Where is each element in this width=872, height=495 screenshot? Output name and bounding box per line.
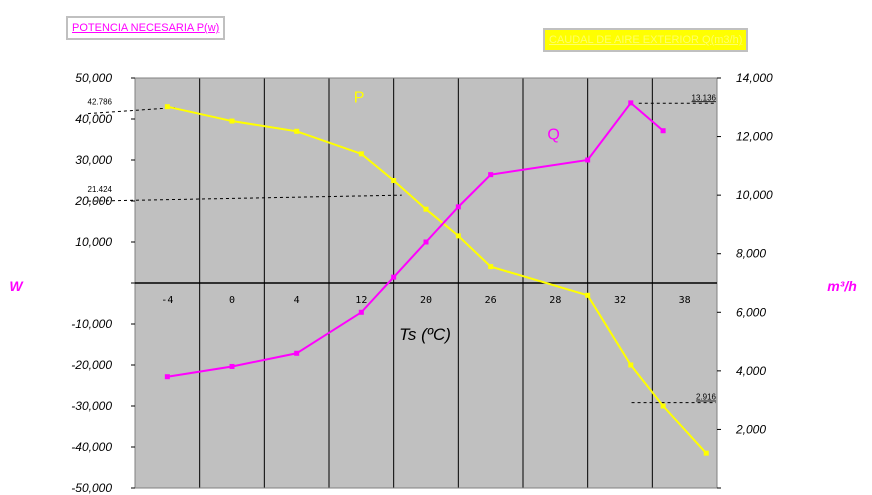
data-point-q [455, 204, 461, 210]
series-label-p: P [354, 90, 365, 107]
reference-label: 21.424 [88, 185, 113, 194]
data-point-p [585, 292, 591, 298]
reference-line [87, 107, 176, 115]
y-left-tick-label: 50,000 [75, 71, 112, 85]
x-tick-label: 20 [420, 295, 432, 306]
data-point-q [229, 363, 235, 369]
legend-power: POTENCIA NECESARIA P(w) [66, 16, 226, 40]
y-right-tick-label: 8,000 [736, 247, 766, 261]
x-tick-label: 12 [355, 295, 367, 306]
data-point-p [229, 118, 235, 124]
data-point-q [585, 157, 591, 163]
data-point-q [358, 309, 364, 315]
x-tick-label: 38 [679, 295, 691, 306]
x-tick-label: -4 [161, 295, 173, 306]
data-point-p [423, 206, 429, 212]
y-right-tick-label: 14,000 [736, 71, 773, 85]
x-tick-label: 0 [229, 295, 235, 306]
series-label-q: Q [547, 127, 559, 144]
data-point-p [294, 128, 300, 134]
y-right-axis-title: m³/h [827, 278, 857, 294]
x-tick-label: 26 [485, 295, 497, 306]
data-point-q [391, 274, 397, 280]
data-point-p [628, 362, 634, 368]
data-point-q [628, 100, 634, 106]
y-right-tick-label: 6,000 [736, 305, 766, 319]
data-point-p [488, 264, 494, 270]
series-line-p [167, 105, 707, 454]
data-point-p [660, 403, 666, 409]
data-point-p [358, 151, 364, 157]
y-left-tick-label: -10,000 [71, 317, 112, 331]
y-left-tick-label: 30,000 [75, 153, 112, 167]
y-left-tick-label: 10,000 [75, 235, 112, 249]
y-right-tick-label: 4,000 [736, 364, 766, 378]
data-point-p [164, 104, 170, 110]
data-point-q [488, 172, 494, 178]
data-point-p [391, 178, 397, 183]
y-right-tick-label: 10,000 [736, 188, 773, 202]
y-right-tick-label: 2,000 [735, 422, 766, 436]
y-right-tick-label: 12,000 [736, 130, 773, 144]
y-left-tick-label: 20,000 [74, 194, 112, 208]
reference-label: 13.136 [692, 93, 717, 102]
x-tick-label: 32 [614, 295, 626, 306]
data-point-q [294, 350, 300, 356]
data-point-q [423, 239, 429, 245]
y-left-tick-label: 40,000 [75, 112, 112, 126]
reference-label: 2.916 [696, 393, 717, 402]
reference-line [87, 194, 402, 202]
y-left-tick-label: -40,000 [71, 440, 112, 454]
x-tick-label: 4 [294, 295, 300, 306]
data-point-p [455, 233, 461, 239]
y-left-tick-label: -30,000 [71, 399, 112, 413]
data-point-q [164, 374, 170, 380]
reference-label: 42.786 [88, 98, 113, 107]
y-left-tick-label: -20,000 [71, 358, 112, 372]
data-point-q [660, 128, 666, 134]
legend-power-label: POTENCIA NECESARIA P(w) [72, 22, 220, 34]
y-left-axis-title: W [9, 278, 24, 294]
x-tick-label: 28 [549, 295, 561, 306]
data-point-p [703, 450, 709, 456]
x-axis-title: Ts (ºC) [399, 325, 451, 344]
legend-airflow: CAUDAL DE AIRE EXTERIOR Q(m3/h) [543, 28, 749, 52]
y-left-tick-label: -50,000 [71, 481, 112, 495]
legend-airflow-label: CAUDAL DE AIRE EXTERIOR Q(m3/h) [549, 34, 743, 46]
